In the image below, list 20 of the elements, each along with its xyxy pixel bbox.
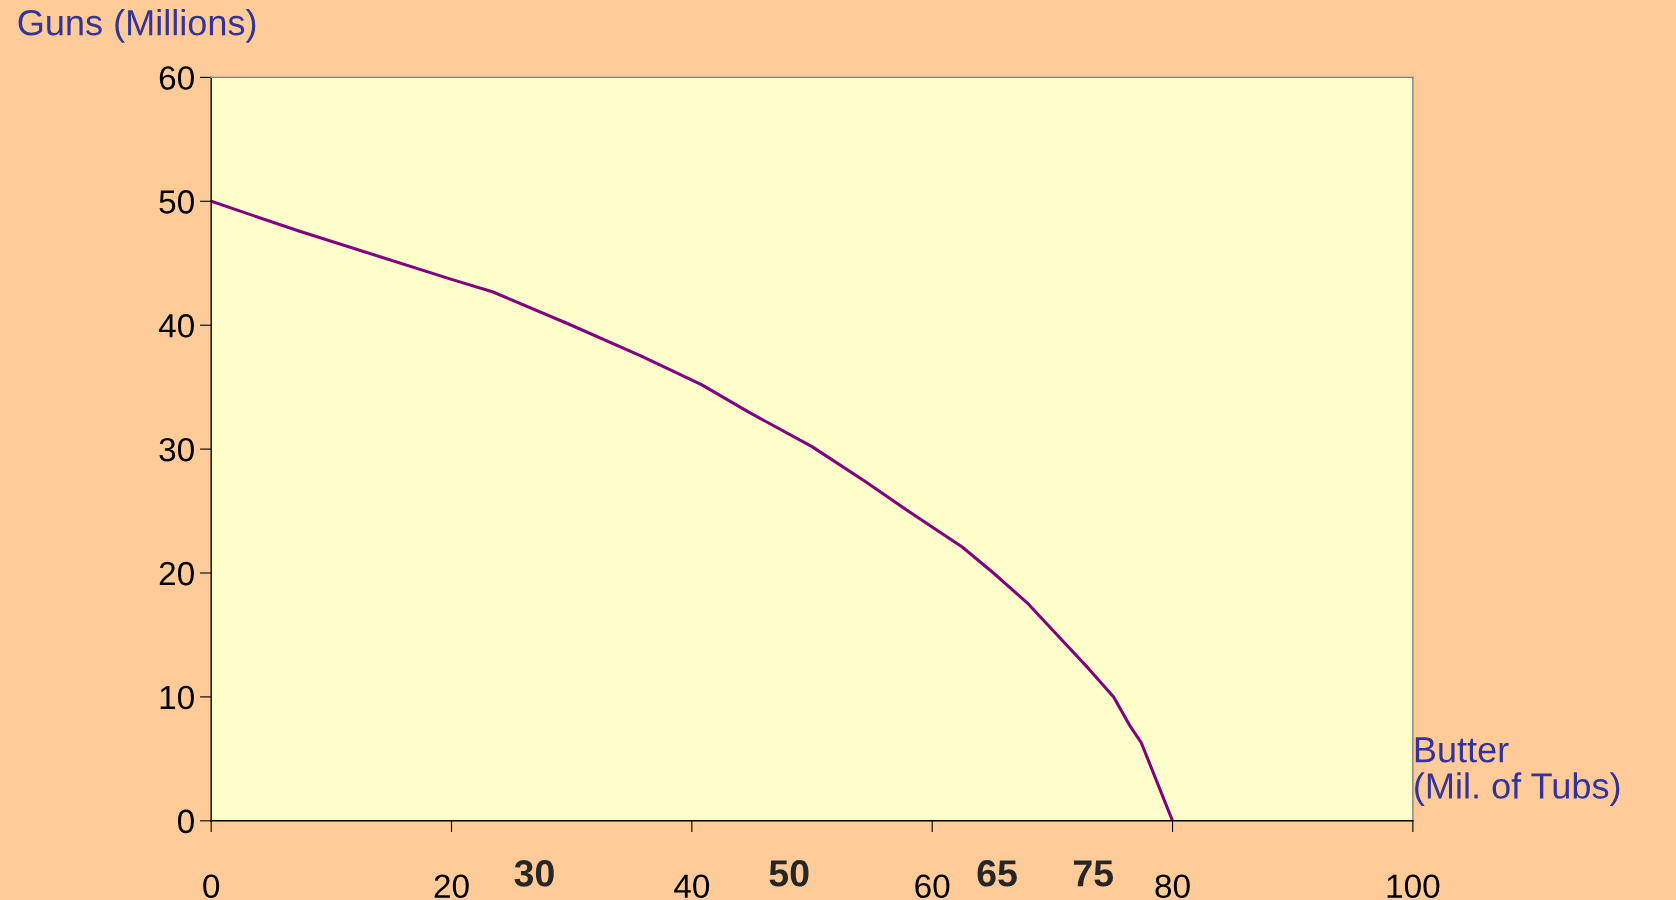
x-tick-label: 100 xyxy=(1387,874,1440,899)
line-series xyxy=(211,199,1175,821)
y-tick-label: 40 xyxy=(158,314,194,338)
x-tick-label: 20 xyxy=(434,874,469,899)
x-tick-label: 80 xyxy=(1155,874,1190,899)
y-tick-label: 10 xyxy=(160,685,194,710)
text: 75 xyxy=(1073,860,1114,887)
x-tick-label: 0 xyxy=(203,874,220,899)
x-axis-title: Butter (Mil. of Tubs) xyxy=(1415,737,1620,806)
y-tick-label: 0 xyxy=(177,809,194,834)
x-tick-label: 40 xyxy=(674,874,710,899)
text: 50 xyxy=(769,860,809,887)
y-tick-label: 50 xyxy=(159,190,194,214)
y-tick-label: 20 xyxy=(159,561,194,586)
y-axis-title: Guns (Millions) xyxy=(18,9,256,43)
y-tick-label: 30 xyxy=(159,437,194,462)
text: 30 xyxy=(514,860,554,887)
x-tick-label: 60 xyxy=(915,874,950,899)
y-tick-label: 60 xyxy=(159,66,194,90)
text: 65 xyxy=(977,860,1017,887)
